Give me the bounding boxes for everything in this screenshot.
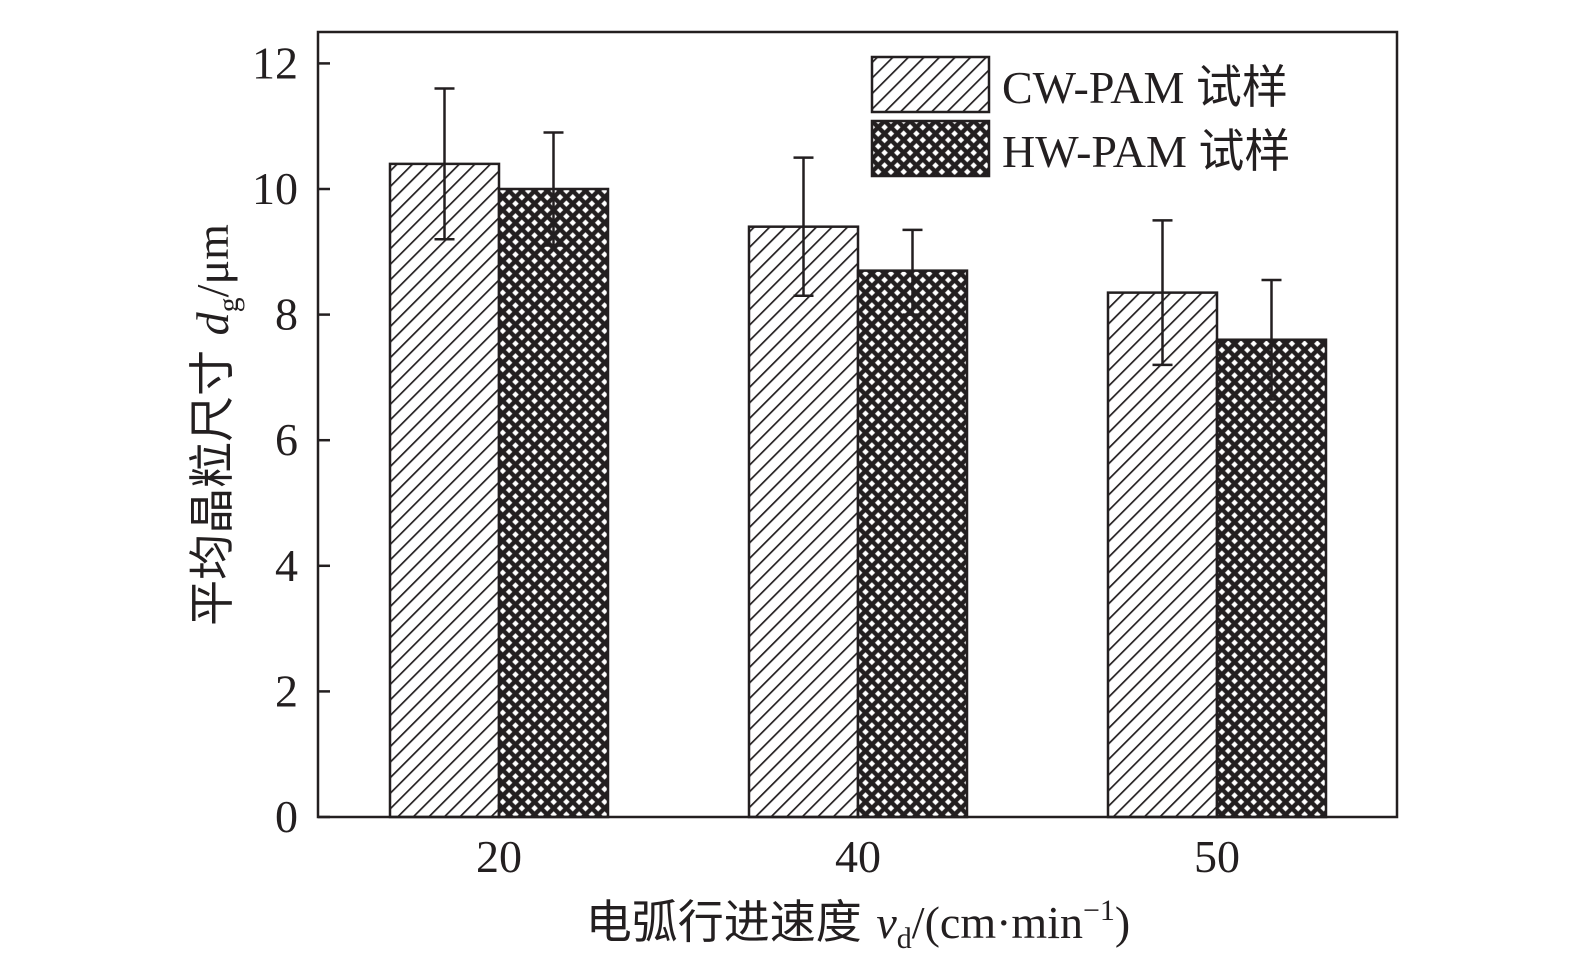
y-axis-title-prefix: 平均晶粒尺寸: [185, 335, 239, 626]
bar-s1-c1: [856, 269, 969, 819]
bar-s0-c2: [1106, 291, 1219, 819]
legend-swatch-cw-pam: [870, 55, 991, 114]
bars-layer: [388, 162, 1328, 819]
x-tick-label-1: 40: [835, 831, 881, 882]
y-tick-label-5: 10: [252, 163, 298, 214]
bar-s0-c1: [747, 225, 860, 819]
y-tick-label-3: 6: [275, 414, 298, 465]
legend: CW-PAM 试样 HW-PAM 试样: [870, 55, 1290, 178]
y-axis-title: 平均晶粒尺寸 dg/μm: [185, 224, 245, 626]
y-tick-label-0: 0: [275, 791, 298, 842]
y-tick-label-2: 4: [275, 540, 298, 591]
x-axis-title-unit-close: ): [1115, 897, 1130, 948]
y-axis-title-sub: g: [212, 297, 245, 312]
x-tick-label-2: 50: [1194, 831, 1240, 882]
error-bar-s1-c2: [1261, 278, 1282, 401]
x-axis-title: 电弧行进速度 vd/(cm·min−1): [586, 894, 1130, 955]
bar-s1-c0: [497, 187, 610, 819]
y-axis-ticks: 0 2 4 6 8 10 12: [252, 37, 330, 842]
x-axis-title-prefix: 电弧行进速度: [586, 895, 877, 949]
y-axis-title-var: d: [187, 311, 238, 335]
y-axis-title-unit: /μm: [187, 224, 238, 297]
error-bar-s0-c1: [793, 156, 814, 298]
x-axis-ticks: 20 40 50: [476, 805, 1240, 882]
y-tick-label-6: 12: [252, 37, 298, 88]
y-tick-label-1: 2: [275, 665, 298, 716]
error-bar-s0-c0: [434, 87, 455, 241]
x-tick-label-0: 20: [476, 831, 522, 882]
x-axis-title-sub: d: [897, 922, 912, 955]
legend-label-cw-pam: CW-PAM 试样: [1002, 62, 1288, 113]
error-bar-s1-c0: [543, 131, 564, 247]
x-axis-title-sup: −1: [1083, 894, 1115, 927]
y-tick-label-4: 8: [275, 289, 298, 340]
error-bar-s1-c1: [902, 228, 923, 316]
legend-label-hw-pam: HW-PAM 试样: [1002, 126, 1290, 177]
x-axis-title-unit-open: /(cm·min: [912, 897, 1083, 948]
bar-s1-c2: [1215, 338, 1328, 819]
errorbars-layer: [434, 87, 1282, 401]
legend-swatch-hw-pam: [870, 119, 991, 178]
error-bar-s0-c2: [1152, 219, 1173, 367]
bar-s0-c0: [388, 162, 501, 819]
x-axis-title-var: v: [876, 897, 897, 948]
